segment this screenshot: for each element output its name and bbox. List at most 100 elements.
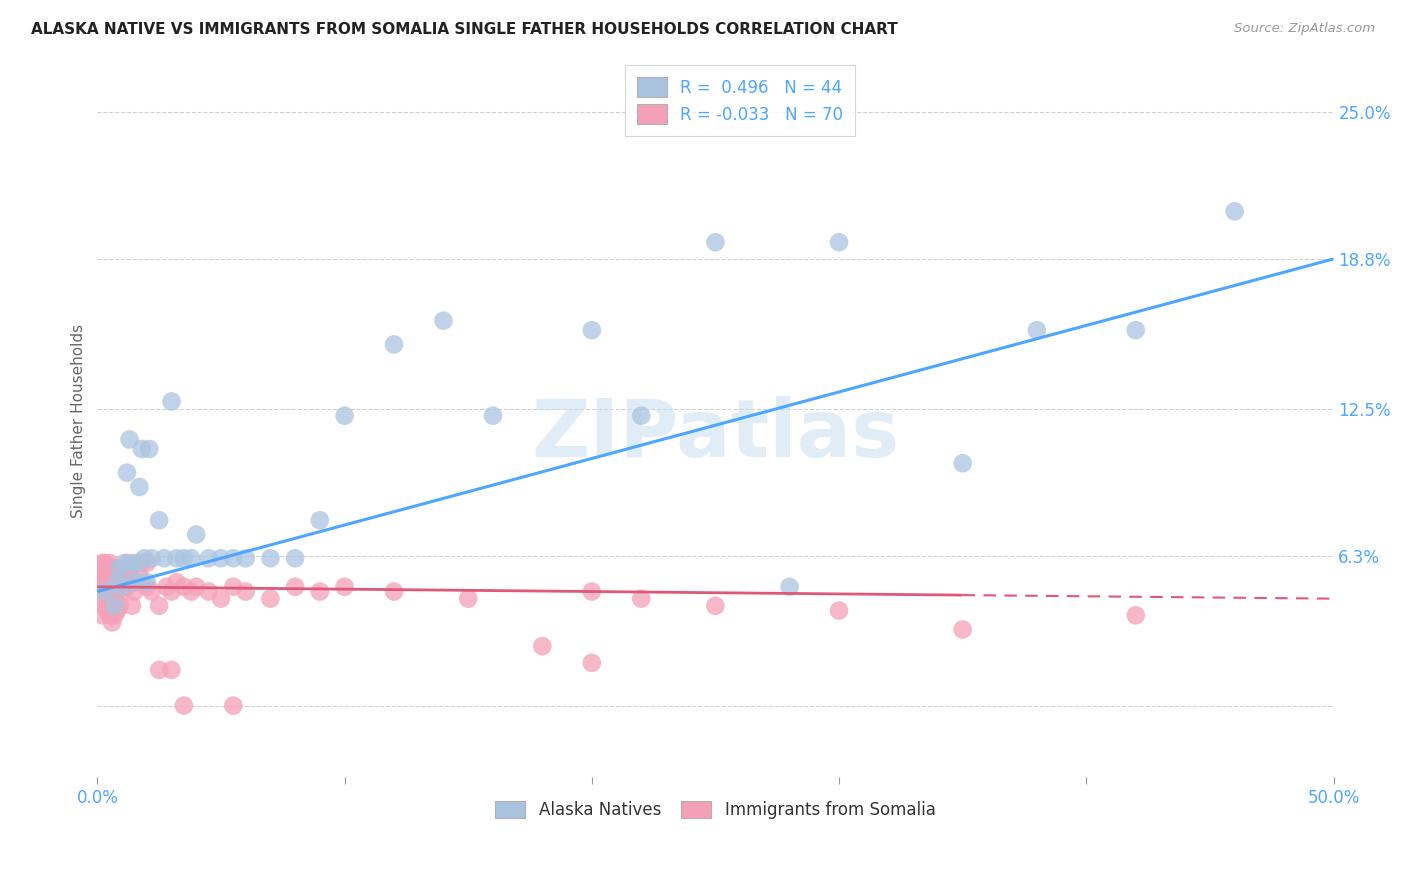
Point xyxy=(235,551,257,566)
Point xyxy=(153,551,176,566)
Point xyxy=(114,556,136,570)
Point xyxy=(630,591,652,606)
Point xyxy=(111,580,134,594)
Point xyxy=(128,568,150,582)
Point xyxy=(160,584,183,599)
Point xyxy=(333,580,356,594)
Point xyxy=(209,551,232,566)
Point xyxy=(581,323,603,337)
Point xyxy=(160,394,183,409)
Point xyxy=(134,551,156,566)
Point xyxy=(91,591,114,606)
Point xyxy=(432,313,454,327)
Point xyxy=(259,591,281,606)
Point xyxy=(222,551,245,566)
Point xyxy=(952,456,974,470)
Point xyxy=(581,584,603,599)
Point xyxy=(101,615,124,630)
Point xyxy=(155,580,177,594)
Point xyxy=(98,575,121,590)
Point xyxy=(94,599,117,613)
Point xyxy=(105,584,128,599)
Point xyxy=(104,591,127,606)
Point xyxy=(135,580,157,594)
Point xyxy=(91,608,114,623)
Point xyxy=(96,584,118,599)
Point xyxy=(96,603,118,617)
Point xyxy=(111,568,134,582)
Text: ALASKA NATIVE VS IMMIGRANTS FROM SOMALIA SINGLE FATHER HOUSEHOLDS CORRELATION CH: ALASKA NATIVE VS IMMIGRANTS FROM SOMALIA… xyxy=(31,22,897,37)
Point xyxy=(138,442,160,456)
Point xyxy=(148,663,170,677)
Point xyxy=(141,551,163,566)
Point xyxy=(105,603,128,617)
Point xyxy=(222,580,245,594)
Point xyxy=(704,599,727,613)
Point xyxy=(581,656,603,670)
Point xyxy=(105,568,128,582)
Point xyxy=(125,575,148,590)
Point xyxy=(382,337,405,351)
Point xyxy=(131,556,153,570)
Point xyxy=(173,580,195,594)
Point xyxy=(135,556,157,570)
Point xyxy=(166,551,188,566)
Legend: Alaska Natives, Immigrants from Somalia: Alaska Natives, Immigrants from Somalia xyxy=(489,794,942,826)
Point xyxy=(482,409,505,423)
Point xyxy=(101,580,124,594)
Point xyxy=(98,556,121,570)
Point xyxy=(111,584,134,599)
Point xyxy=(259,551,281,566)
Point xyxy=(1025,323,1047,337)
Point xyxy=(197,584,219,599)
Point xyxy=(531,639,554,653)
Point xyxy=(1125,323,1147,337)
Point xyxy=(160,663,183,677)
Point xyxy=(135,575,157,590)
Point xyxy=(457,591,479,606)
Point xyxy=(94,568,117,582)
Point xyxy=(104,608,127,623)
Point xyxy=(89,575,111,590)
Point xyxy=(121,556,143,570)
Point xyxy=(91,556,114,570)
Point xyxy=(173,551,195,566)
Point xyxy=(222,698,245,713)
Text: Source: ZipAtlas.com: Source: ZipAtlas.com xyxy=(1234,22,1375,36)
Point xyxy=(104,575,127,590)
Point xyxy=(94,556,117,570)
Point xyxy=(94,575,117,590)
Point xyxy=(125,556,148,570)
Point xyxy=(105,575,128,590)
Point xyxy=(114,575,136,590)
Point xyxy=(115,556,138,570)
Point xyxy=(128,480,150,494)
Point xyxy=(98,608,121,623)
Point xyxy=(704,235,727,250)
Point xyxy=(284,580,307,594)
Point xyxy=(108,561,131,575)
Point xyxy=(115,580,138,594)
Point xyxy=(96,561,118,575)
Point xyxy=(209,591,232,606)
Point xyxy=(1223,204,1246,219)
Point xyxy=(115,466,138,480)
Point xyxy=(828,235,851,250)
Point xyxy=(333,409,356,423)
Point xyxy=(118,433,141,447)
Point xyxy=(828,603,851,617)
Point xyxy=(1125,608,1147,623)
Point xyxy=(166,575,188,590)
Point xyxy=(108,561,131,575)
Point xyxy=(104,561,127,575)
Point xyxy=(141,584,163,599)
Point xyxy=(308,513,330,527)
Point xyxy=(173,698,195,713)
Point xyxy=(148,599,170,613)
Point xyxy=(91,584,114,599)
Point xyxy=(96,568,118,582)
Point xyxy=(779,580,801,594)
Point xyxy=(180,551,202,566)
Point xyxy=(124,575,146,590)
Point xyxy=(89,561,111,575)
